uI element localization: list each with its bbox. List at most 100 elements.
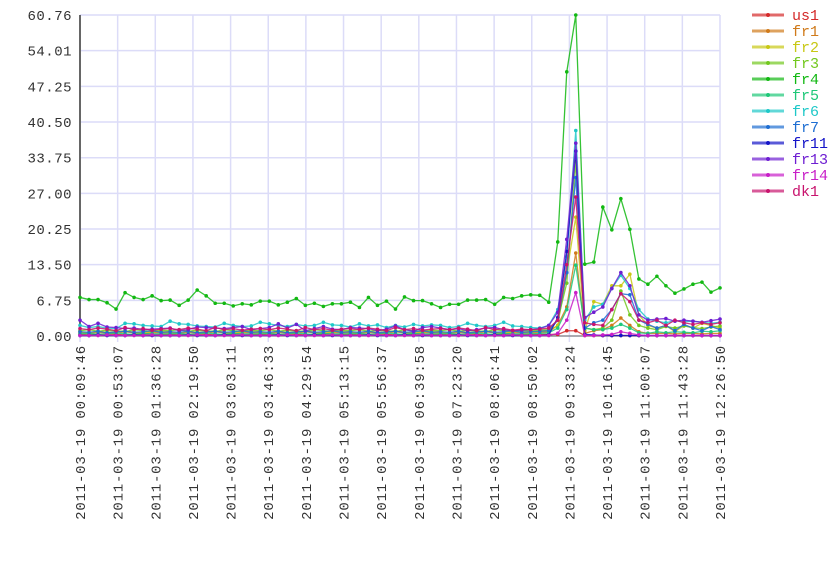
data-point-fr14 xyxy=(159,333,163,338)
data-point-fr4 xyxy=(204,294,208,298)
data-point-fr4 xyxy=(267,299,272,303)
data-point-fr4 xyxy=(321,304,326,309)
data-point-fr6 xyxy=(132,322,136,326)
data-point-fr4 xyxy=(438,305,443,310)
data-point-dk1 xyxy=(87,327,91,332)
legend-item-fr3[interactable]: fr3 xyxy=(752,56,819,73)
data-point-fr14 xyxy=(573,290,578,295)
data-point-dk1 xyxy=(429,327,434,331)
data-point-fr7 xyxy=(258,329,263,334)
data-point-fr14 xyxy=(195,333,199,337)
legend-item-fr13[interactable]: fr13 xyxy=(752,152,828,169)
data-point-fr14 xyxy=(582,333,587,338)
data-point-fr4 xyxy=(339,301,344,306)
data-point-fr14 xyxy=(150,333,154,337)
data-point-dk1 xyxy=(447,327,452,332)
data-point-fr7 xyxy=(87,330,91,335)
data-point-fr7 xyxy=(393,329,398,334)
x-tick-label: 2011-03-19 08:50:02 xyxy=(526,345,542,520)
data-point-us1 xyxy=(564,328,569,333)
data-point-dk1 xyxy=(492,327,497,332)
data-point-fr6 xyxy=(438,323,443,328)
legend-marker xyxy=(766,77,770,81)
data-point-fr13 xyxy=(564,237,569,242)
x-tick-label: 2011-03-19 01:36:28 xyxy=(149,345,165,520)
legend-item-fr6[interactable]: fr6 xyxy=(752,104,819,121)
data-point-dk1 xyxy=(177,327,181,332)
data-point-dk1 xyxy=(213,325,218,330)
legend-item-fr5[interactable]: fr5 xyxy=(752,88,819,105)
data-point-fr14 xyxy=(186,333,190,338)
data-point-fr6 xyxy=(249,324,254,328)
data-point-fr7 xyxy=(276,329,281,334)
data-point-fr6 xyxy=(321,320,326,325)
series-dk1 xyxy=(78,195,722,333)
data-point-fr6 xyxy=(258,320,263,325)
data-point-fr14 xyxy=(258,333,263,338)
data-point-fr14 xyxy=(501,333,506,338)
data-point-fr14 xyxy=(691,333,695,338)
legend-label: fr5 xyxy=(792,88,819,105)
data-point-fr14 xyxy=(222,333,227,338)
data-point-fr13 xyxy=(691,319,695,324)
data-point-dk1 xyxy=(96,326,100,330)
y-tick-label: 0.00 xyxy=(36,330,72,346)
data-point-dk1 xyxy=(501,326,506,331)
data-point-fr5 xyxy=(628,326,632,330)
y-tick-label: 6.75 xyxy=(36,294,72,310)
data-point-fr14 xyxy=(303,333,308,338)
x-tick-label: 2011-03-19 11:00:07 xyxy=(639,345,655,520)
data-point-fr14 xyxy=(375,333,380,337)
data-point-fr14 xyxy=(114,333,118,338)
data-point-dk1 xyxy=(664,323,668,328)
legend-item-us1[interactable]: us1 xyxy=(752,8,819,25)
series-line-fr11 xyxy=(80,151,720,337)
y-tick-label: 47.25 xyxy=(27,80,72,96)
data-point-fr14 xyxy=(321,333,326,338)
legend-item-dk1[interactable]: dk1 xyxy=(752,184,819,201)
data-point-dk1 xyxy=(132,327,136,332)
data-point-fr4 xyxy=(348,300,353,304)
data-point-fr14 xyxy=(267,333,272,338)
data-point-dk1 xyxy=(258,326,263,331)
y-tick-label: 40.50 xyxy=(27,116,72,132)
legend-label: fr14 xyxy=(792,168,828,185)
data-point-fr4 xyxy=(465,298,470,302)
legend-item-fr1[interactable]: fr1 xyxy=(752,24,819,41)
data-point-fr14 xyxy=(348,333,353,338)
data-point-fr14 xyxy=(700,333,704,338)
data-point-fr4 xyxy=(646,282,650,287)
data-point-fr3 xyxy=(673,326,677,330)
data-point-fr5 xyxy=(619,322,623,327)
data-point-fr4 xyxy=(114,307,118,311)
data-point-fr4 xyxy=(682,287,686,291)
data-point-dk1 xyxy=(456,326,461,330)
data-point-fr6 xyxy=(123,321,127,326)
data-point-dk1 xyxy=(357,327,362,332)
legend-marker xyxy=(766,29,770,33)
data-point-fr14 xyxy=(628,331,632,336)
data-point-fr7 xyxy=(231,329,236,334)
data-point-fr7 xyxy=(447,330,452,335)
data-point-fr6 xyxy=(510,324,515,328)
data-point-fr5 xyxy=(592,327,596,332)
legend-item-fr7[interactable]: fr7 xyxy=(752,120,819,137)
legend-item-fr4[interactable]: fr4 xyxy=(752,72,819,89)
series-line-dk1 xyxy=(79,196,721,332)
data-point-dk1 xyxy=(294,328,299,333)
data-point-fr14 xyxy=(96,333,100,338)
data-point-dk1 xyxy=(285,327,290,331)
data-point-dk1 xyxy=(474,328,479,333)
legend-item-fr2[interactable]: fr2 xyxy=(752,40,819,57)
data-point-fr4 xyxy=(303,303,308,308)
data-point-fr14 xyxy=(564,318,569,322)
legend-item-fr14[interactable]: fr14 xyxy=(752,168,828,185)
data-point-fr6 xyxy=(519,324,524,329)
legend-item-fr11[interactable]: fr11 xyxy=(752,136,828,153)
data-point-fr4 xyxy=(691,282,695,287)
data-point-dk1 xyxy=(411,326,416,331)
data-point-fr6 xyxy=(474,323,479,328)
series-fr7 xyxy=(78,175,722,335)
data-point-dk1 xyxy=(384,328,389,333)
